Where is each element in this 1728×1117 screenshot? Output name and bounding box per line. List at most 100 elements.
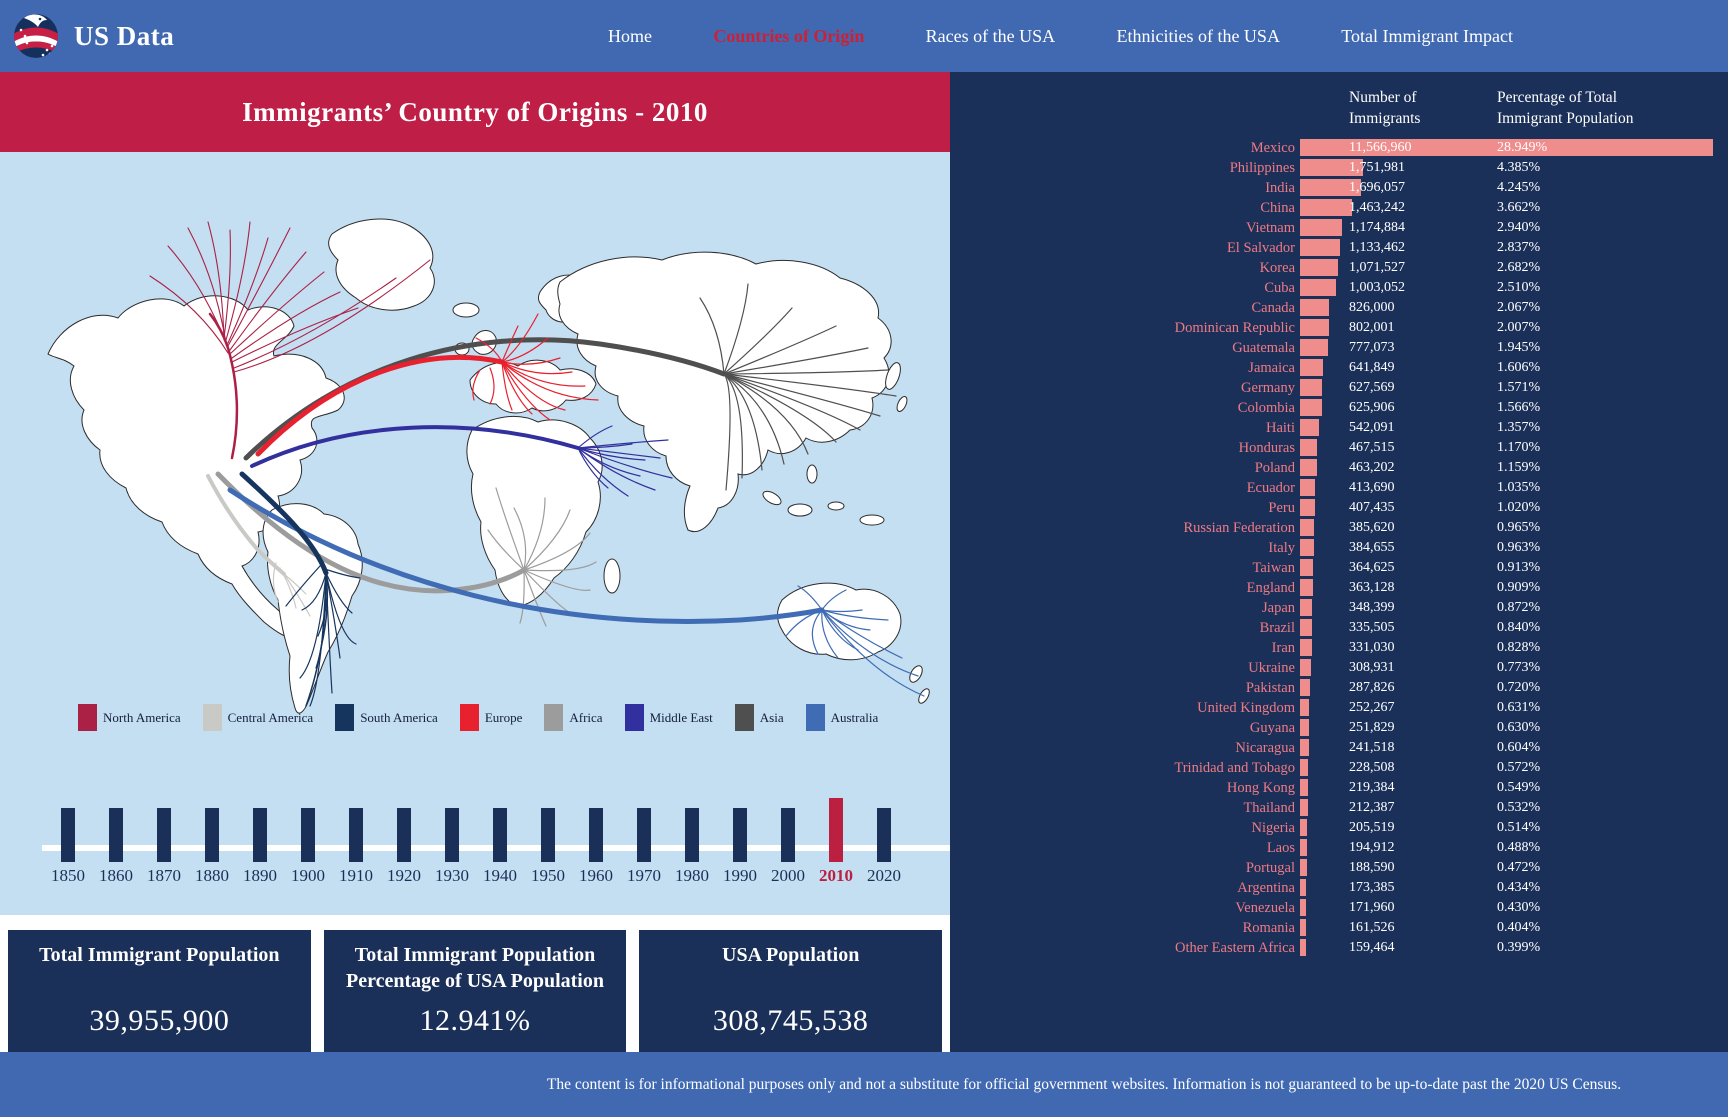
immigrants-percentage: 0.963% <box>1497 540 1541 555</box>
year-tick-1900[interactable] <box>286 808 330 862</box>
value-bar <box>1300 319 1329 336</box>
greenland-landmass <box>328 218 435 311</box>
table-row: Argentina 173,385 0.434% <box>950 878 1728 898</box>
year-label-1890[interactable]: 1890 <box>243 866 277 885</box>
year-tick-2000[interactable] <box>766 808 810 862</box>
year-label-1850[interactable]: 1850 <box>51 866 85 885</box>
year-tick-1860[interactable] <box>94 808 138 862</box>
country-label: Laos <box>1266 840 1295 856</box>
year-tick-1960[interactable] <box>574 808 618 862</box>
year-tick-1930[interactable] <box>430 808 474 862</box>
country-label: Venezuela <box>1235 900 1295 916</box>
year-tick-1990[interactable] <box>718 808 762 862</box>
immigrants-count: 308,931 <box>1349 660 1395 675</box>
table-row: England 363,128 0.909% <box>950 578 1728 598</box>
value-bar <box>1300 939 1306 956</box>
flow-africa <box>215 471 597 627</box>
year-label-1950[interactable]: 1950 <box>531 866 565 885</box>
year-label-1940[interactable]: 1940 <box>483 866 517 885</box>
table-row: Nicaragua 241,518 0.604% <box>950 738 1728 758</box>
immigrants-count: 241,518 <box>1349 740 1395 755</box>
legend-label: Middle East <box>649 709 713 725</box>
year-tick-bar <box>109 808 123 862</box>
year-tick-bar <box>157 808 171 862</box>
country-label: Iran <box>1271 640 1295 656</box>
year-label-1900[interactable]: 1900 <box>291 866 325 885</box>
madagascar-landmass <box>603 558 621 594</box>
sumatra-landmass <box>762 490 782 506</box>
year-tick-1920[interactable] <box>382 808 426 862</box>
year-tick-2020[interactable] <box>862 808 906 862</box>
year-label-1970[interactable]: 1970 <box>627 866 661 885</box>
immigrants-count: 205,519 <box>1349 820 1395 835</box>
country-label: Philippines <box>1229 160 1295 176</box>
value-bar <box>1300 699 1309 716</box>
year-label-2000[interactable]: 2000 <box>771 866 805 885</box>
year-tick-bar <box>205 808 219 862</box>
immigrants-percentage: 2.682% <box>1497 260 1541 275</box>
table-row: Korea 1,071,527 2.682% <box>950 258 1728 278</box>
country-label: Trinidad and Tobago <box>1174 760 1295 776</box>
year-label-1910[interactable]: 1910 <box>339 866 373 885</box>
value-bar <box>1300 539 1314 556</box>
year-label-1980[interactable]: 1980 <box>675 866 709 885</box>
year-label-1990[interactable]: 1990 <box>723 866 757 885</box>
immigrants-percentage: 0.630% <box>1497 720 1541 735</box>
value-bar <box>1300 159 1363 176</box>
year-tick-1940[interactable] <box>478 808 522 862</box>
immigrants-percentage: 3.662% <box>1497 200 1541 215</box>
year-label-2020[interactable]: 2020 <box>867 866 901 885</box>
year-label-2010[interactable]: 2010 <box>819 866 853 885</box>
year-tick-1870[interactable] <box>142 808 186 862</box>
value-bar <box>1300 839 1307 856</box>
year-tick-bar <box>301 808 315 862</box>
nav-item-countries-of-origin[interactable]: Countries of Origin <box>713 25 865 46</box>
table-row: Mexico 11,566,960 28.949% <box>950 138 1728 158</box>
year-tick-1910[interactable] <box>334 808 378 862</box>
value-bar <box>1300 279 1336 296</box>
table-row: Philippines 1,751,981 4.385% <box>950 158 1728 178</box>
country-label: Guatemala <box>1232 340 1295 356</box>
column-header-percentage: Percentage of Total Immigrant Population <box>1497 89 1634 127</box>
value-bar <box>1300 779 1308 796</box>
table-row: Jamaica 641,849 1.606% <box>950 358 1728 378</box>
year-label-1960[interactable]: 1960 <box>579 866 613 885</box>
year-label-1920[interactable]: 1920 <box>387 866 421 885</box>
table-row: Iran 331,030 0.828% <box>950 638 1728 658</box>
stat-value: 12.941% <box>419 1004 531 1037</box>
immigrants-percentage: 0.872% <box>1497 600 1541 615</box>
year-tick-1880[interactable] <box>190 808 234 862</box>
table-row: Ukraine 308,931 0.773% <box>950 658 1728 678</box>
year-tick-1970[interactable] <box>622 808 666 862</box>
immigrants-percentage: 2.067% <box>1497 300 1541 315</box>
nav-item-total-immigrant-impact[interactable]: Total Immigrant Impact <box>1341 25 1513 46</box>
year-label-1870[interactable]: 1870 <box>147 866 181 885</box>
table-row: Guyana 251,829 0.630% <box>950 718 1728 738</box>
immigrants-percentage: 0.913% <box>1497 560 1541 575</box>
year-tick-1980[interactable] <box>670 808 714 862</box>
immigrants-percentage: 0.604% <box>1497 740 1541 755</box>
immigrants-percentage: 1.571% <box>1497 380 1541 395</box>
value-bar <box>1300 919 1306 936</box>
year-label-1860[interactable]: 1860 <box>99 866 133 885</box>
legend-label: Europe <box>484 709 523 725</box>
immigrants-percentage: 1.357% <box>1497 420 1541 435</box>
nav-item-ethnicities-of-the-usa[interactable]: Ethnicities of the USA <box>1116 25 1280 46</box>
year-label-1930[interactable]: 1930 <box>435 866 469 885</box>
table-row: Ecuador 413,690 1.035% <box>950 478 1728 498</box>
table-row: El Salvador 1,133,462 2.837% <box>950 238 1728 258</box>
year-tick-1950[interactable] <box>526 808 570 862</box>
year-tick-1890[interactable] <box>238 808 282 862</box>
year-tick-1850[interactable] <box>46 808 90 862</box>
value-bar <box>1300 899 1306 916</box>
country-label: Mexico <box>1250 140 1295 156</box>
year-label-1880[interactable]: 1880 <box>195 866 229 885</box>
nav-item-home[interactable]: Home <box>608 25 652 46</box>
table-row: Germany 627,569 1.571% <box>950 378 1728 398</box>
year-tick-2010[interactable] <box>814 798 858 862</box>
nav-item-races-of-the-usa[interactable]: Races of the USA <box>925 25 1056 46</box>
year-tick-bar <box>637 808 651 862</box>
value-bar <box>1300 619 1312 636</box>
value-bar <box>1300 499 1315 516</box>
flow-middle-east <box>250 425 673 497</box>
